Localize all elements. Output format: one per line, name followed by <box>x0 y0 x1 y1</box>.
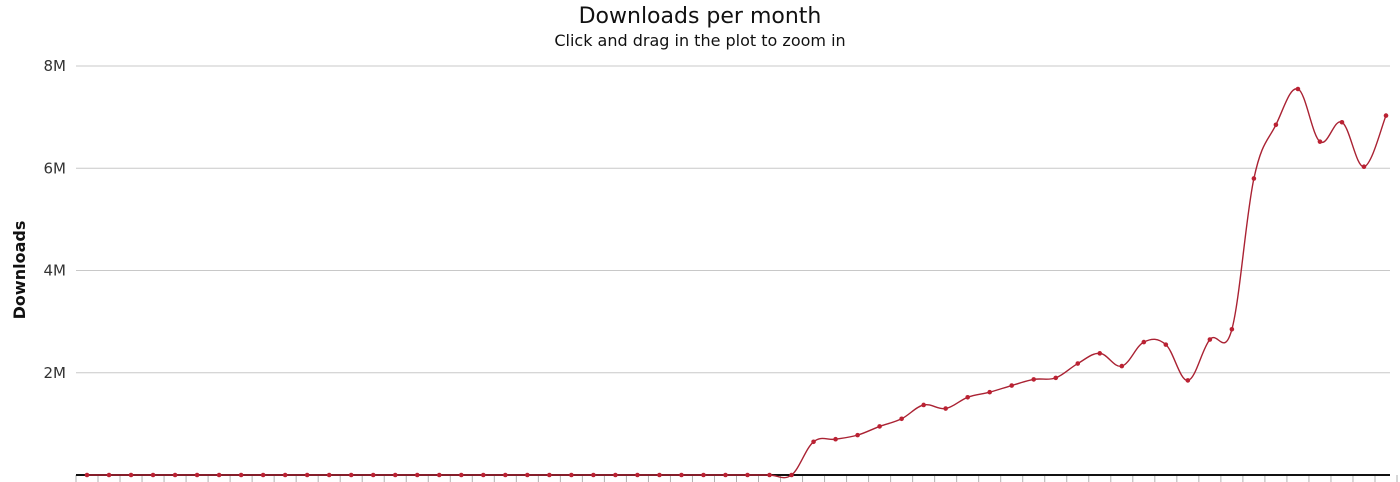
gridlines <box>76 65 1390 374</box>
data-point[interactable] <box>1185 378 1191 383</box>
data-point[interactable] <box>1031 377 1037 382</box>
data-point[interactable] <box>591 472 596 478</box>
data-point[interactable] <box>1207 337 1213 342</box>
data-point[interactable] <box>1383 113 1389 118</box>
data-point[interactable] <box>458 472 464 478</box>
data-point[interactable] <box>481 472 486 478</box>
data-point[interactable] <box>392 472 398 478</box>
downloads-series-line <box>86 88 1387 479</box>
data-point[interactable] <box>216 472 222 478</box>
data-point[interactable] <box>855 432 860 438</box>
data-point[interactable] <box>1251 176 1257 181</box>
data-point[interactable] <box>877 424 882 429</box>
y-tick-label: 8M <box>44 57 67 75</box>
data-point[interactable] <box>679 472 684 478</box>
data-point[interactable] <box>1339 119 1345 125</box>
data-point[interactable] <box>150 472 156 478</box>
data-point[interactable] <box>1097 351 1103 356</box>
data-point[interactable] <box>348 472 354 478</box>
data-point[interactable] <box>833 436 838 442</box>
data-point[interactable] <box>260 472 266 478</box>
data-point[interactable] <box>1295 86 1301 92</box>
y-axis-title: Downloads <box>10 221 29 320</box>
data-point[interactable] <box>613 472 618 478</box>
data-point[interactable] <box>238 472 244 478</box>
data-point[interactable] <box>414 472 420 478</box>
data-point[interactable] <box>745 472 750 478</box>
plot-area[interactable] <box>84 86 1389 479</box>
data-point[interactable] <box>304 472 310 478</box>
data-point[interactable] <box>943 406 948 411</box>
data-point[interactable] <box>921 402 926 408</box>
data-point[interactable] <box>128 472 134 478</box>
data-point[interactable] <box>1317 139 1323 144</box>
data-point[interactable] <box>657 472 662 478</box>
chart-subtitle: Click and drag in the plot to zoom in <box>554 31 845 50</box>
x-axis-ticks <box>75 475 1398 482</box>
y-axis-labels: 2M 4M 6M 8M <box>44 57 67 382</box>
data-point[interactable] <box>547 472 552 478</box>
data-point[interactable] <box>987 389 992 395</box>
y-tick-label: 4M <box>44 262 67 280</box>
data-point[interactable] <box>701 472 706 478</box>
data-point[interactable] <box>1053 375 1059 381</box>
data-point[interactable] <box>1009 383 1015 388</box>
data-point[interactable] <box>789 472 794 478</box>
chart-title: Downloads per month <box>579 4 822 29</box>
data-point[interactable] <box>282 472 288 478</box>
data-point[interactable] <box>899 416 904 422</box>
data-point[interactable] <box>1141 339 1147 345</box>
data-point[interactable] <box>1075 361 1081 366</box>
data-point[interactable] <box>172 472 178 478</box>
y-tick-label: 6M <box>44 159 67 177</box>
data-point[interactable] <box>767 472 772 478</box>
data-point[interactable] <box>635 472 640 478</box>
data-point[interactable] <box>106 472 112 478</box>
data-point[interactable] <box>965 394 970 400</box>
data-point[interactable] <box>525 472 530 478</box>
data-point[interactable] <box>370 472 376 478</box>
data-point[interactable] <box>84 472 90 478</box>
data-point[interactable] <box>436 472 442 478</box>
data-point[interactable] <box>723 472 728 478</box>
data-point[interactable] <box>1229 326 1235 332</box>
data-point[interactable] <box>1163 342 1169 347</box>
data-point[interactable] <box>194 472 200 478</box>
data-point[interactable] <box>326 472 332 478</box>
data-point[interactable] <box>1119 363 1125 369</box>
data-point[interactable] <box>1273 122 1279 128</box>
data-point[interactable] <box>569 472 574 478</box>
data-point[interactable] <box>811 439 816 445</box>
data-point[interactable] <box>1361 164 1367 170</box>
data-point[interactable] <box>503 472 508 478</box>
y-tick-label: 2M <box>44 364 67 382</box>
